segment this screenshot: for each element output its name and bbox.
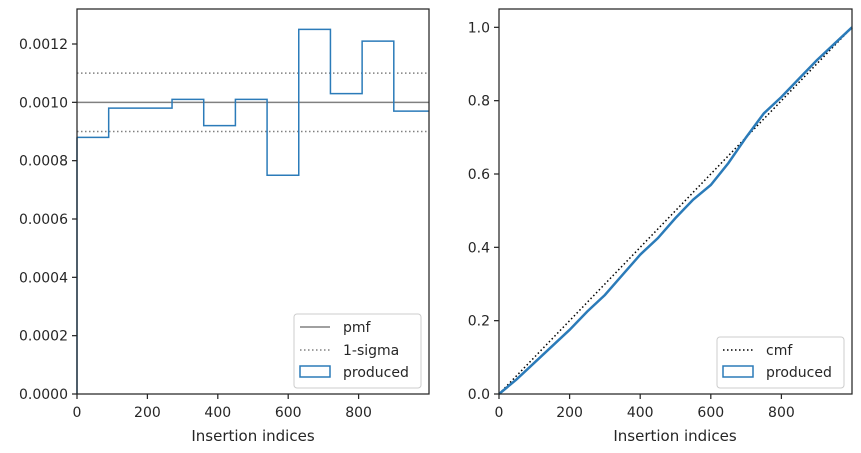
series-lines xyxy=(498,26,853,395)
y-axis-ticks: 0.0000 0.0002 0.0004 0.0006 0.0008 0.0010 0.00… xyxy=(19,37,77,403)
y-tick-label: 0.0 xyxy=(468,387,490,403)
x-tick-label: 200 xyxy=(556,405,583,421)
y-tick-label: 0.4 xyxy=(468,240,490,256)
cumulative-chart: 0 200 400 600 800 0.0 0.2 0.4 0.6 0.8 1.0 Inserti… xyxy=(468,8,853,445)
histogram-chart: 0 200 400 600 800 0.00000.00020.00040.00060.… xyxy=(19,8,430,445)
legend-produced-label: produced xyxy=(343,365,409,381)
legend-sigma-label: 1-sigma xyxy=(343,343,399,359)
y-tick-label: 0.0004 xyxy=(19,270,68,286)
cmf-line xyxy=(498,26,853,395)
x-axis-ticks: 0 200 400 600 800 xyxy=(495,394,795,421)
y-tick-label: 1.0 xyxy=(468,20,490,36)
legend-produced-swatch xyxy=(299,365,331,378)
x-tick-label: 800 xyxy=(345,405,372,421)
y-tick-label: 0.0008 xyxy=(19,154,68,170)
produced-line xyxy=(498,26,853,395)
y-tick-label: 0.6 xyxy=(468,167,490,183)
x-axis-label: Insertion indices xyxy=(191,427,314,445)
x-axis-ticks: 0 200 400 600 800 xyxy=(73,394,372,421)
y-tick-label: 0.0002 xyxy=(19,329,68,345)
plot-frame xyxy=(498,8,853,395)
y-tick-label: 0.0000 xyxy=(19,387,68,403)
x-tick-label: 600 xyxy=(275,405,302,421)
produced-histogram-outline xyxy=(77,28,429,176)
plot-frame xyxy=(76,8,430,395)
x-tick-label: 0 xyxy=(73,405,82,421)
legend-cmf-label: cmf xyxy=(766,343,793,359)
y-tick-label: 0.8 xyxy=(468,94,490,110)
y-tick-label: 0.0010 xyxy=(19,95,68,111)
x-tick-label: 200 xyxy=(134,405,161,421)
y-tick-label: 0.0006 xyxy=(19,212,68,228)
legend-pmf-label: pmf xyxy=(343,320,372,336)
x-tick-label: 800 xyxy=(768,405,795,421)
x-axis-label: Insertion indices xyxy=(613,427,736,445)
y-tick-label: 0.0012 xyxy=(19,37,68,53)
legend-frame xyxy=(716,336,845,389)
x-tick-label: 400 xyxy=(627,405,654,421)
y-axis-ticks: 0.0 0.2 0.4 0.6 0.8 1.0 xyxy=(468,20,499,403)
legend: pmf 1-sigma produced xyxy=(293,313,422,389)
legend: cmf produced xyxy=(716,336,845,389)
legend-frame xyxy=(293,313,422,389)
legend-produced-label: produced xyxy=(766,365,832,381)
y-tick-label: 0.2 xyxy=(468,314,490,330)
x-tick-label: 600 xyxy=(697,405,724,421)
x-tick-label: 0 xyxy=(495,405,504,421)
x-tick-label: 400 xyxy=(204,405,231,421)
legend-produced-swatch xyxy=(722,365,754,378)
reference-lines xyxy=(77,72,429,133)
